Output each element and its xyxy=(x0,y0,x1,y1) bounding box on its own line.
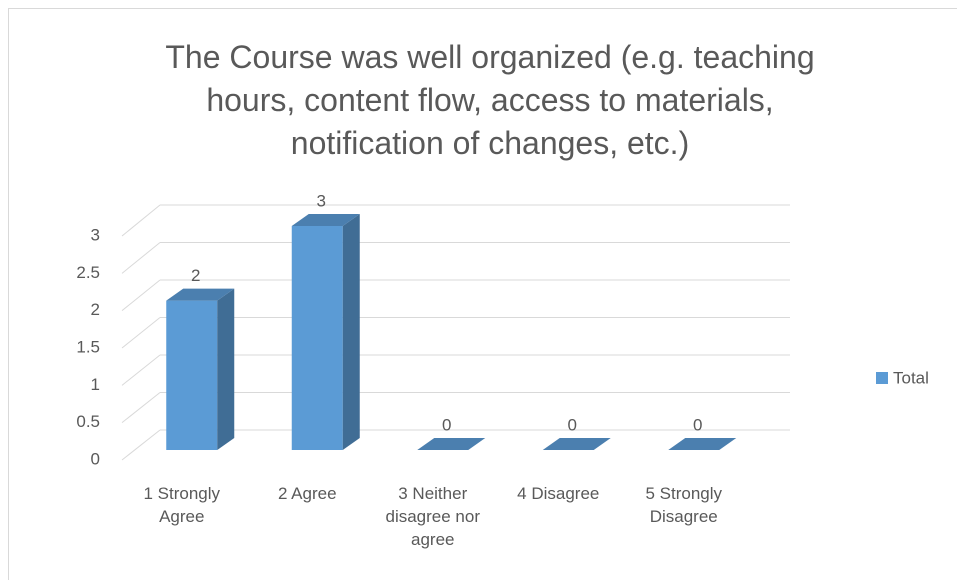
y-tick-label: 0 xyxy=(91,449,100,468)
bar-side xyxy=(342,214,360,450)
grid-line-side xyxy=(121,317,161,349)
grid-line-side xyxy=(121,354,161,386)
grid-line-side xyxy=(121,279,161,312)
data-label: 3 xyxy=(317,191,326,210)
data-label: 2 xyxy=(191,266,200,285)
y-tick-label: 0.5 xyxy=(76,412,100,431)
data-label: 0 xyxy=(442,415,451,434)
bar-top xyxy=(291,214,360,226)
legend-label: Total xyxy=(893,368,929,387)
x-tick-label: 2 Agree xyxy=(277,484,337,503)
y-tick-label: 3 xyxy=(91,225,100,244)
bar-top xyxy=(166,288,235,301)
x-tick-label: 1 Strongly Agree xyxy=(143,484,221,526)
y-tick-label: 1 xyxy=(91,375,100,394)
bar-top xyxy=(417,438,486,450)
grid-line-side xyxy=(121,392,161,424)
y-tick-label: 2.5 xyxy=(76,263,100,282)
x-tick-label: 4 Disagree xyxy=(517,484,600,503)
legend-swatch xyxy=(876,372,888,384)
bar-top xyxy=(542,438,611,450)
data-label: 0 xyxy=(693,415,702,434)
bar xyxy=(417,438,486,450)
grid-line-side xyxy=(121,429,161,461)
grid-line-side xyxy=(121,242,161,274)
y-tick-label: 1.5 xyxy=(76,337,100,356)
chart-border xyxy=(8,8,957,580)
bar-front xyxy=(166,300,218,450)
bar-top xyxy=(668,438,737,450)
grid-line-side xyxy=(121,204,161,237)
bar-side xyxy=(217,288,235,450)
bar xyxy=(291,214,360,450)
data-label: 0 xyxy=(568,415,577,434)
chart-title: The Course was well organized (e.g. teac… xyxy=(165,39,815,161)
bar xyxy=(166,288,235,450)
x-tick-label: 3 Neither disagree nor agree xyxy=(385,484,480,549)
bar xyxy=(668,438,737,450)
x-tick-label: 5 Strongly Disagree xyxy=(645,484,723,526)
y-tick-label: 2 xyxy=(91,300,100,319)
bar xyxy=(542,438,611,450)
bar-front xyxy=(291,226,343,450)
